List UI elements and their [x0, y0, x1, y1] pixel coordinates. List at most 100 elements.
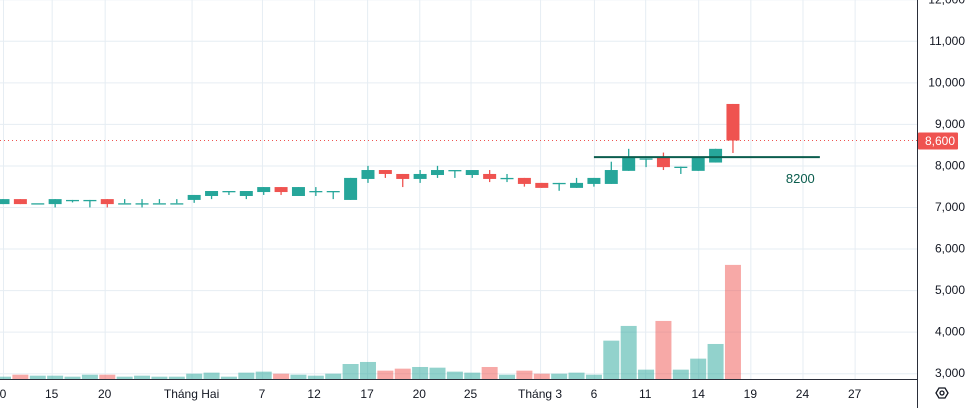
candle-body	[413, 173, 427, 179]
candle	[170, 199, 184, 205]
volume-bar	[273, 373, 290, 379]
price-tick-label: 10,000	[928, 75, 965, 89]
candle	[239, 191, 253, 200]
candle-body	[187, 194, 201, 200]
time-tick-label: 0	[0, 387, 7, 401]
candle	[361, 165, 375, 183]
time-tick-label: 6	[591, 387, 598, 401]
candle-body	[622, 157, 636, 171]
candle-body	[674, 166, 688, 168]
last-price-tag: 8,600	[918, 132, 958, 150]
candle	[483, 170, 497, 183]
candle-body	[309, 191, 323, 193]
candle-body	[66, 199, 80, 202]
candles	[0, 103, 740, 208]
volume-bar	[12, 374, 29, 379]
volume-bar	[464, 372, 481, 379]
candle	[656, 152, 670, 171]
time-tick-label: 15	[45, 387, 59, 401]
volume-bar	[603, 340, 620, 379]
candle	[13, 199, 27, 205]
volume-bar	[533, 373, 550, 379]
candle-body	[257, 187, 271, 193]
settings-icon[interactable]	[935, 387, 949, 399]
candle-body	[344, 177, 358, 200]
candle-body	[291, 187, 305, 196]
candle	[465, 170, 479, 178]
volume-bar	[186, 373, 203, 379]
candle	[66, 199, 80, 203]
volume-bar	[655, 320, 672, 379]
time-tick-label: 20	[413, 387, 427, 401]
volume-bar	[499, 374, 516, 379]
candle	[187, 194, 201, 203]
volume-bar	[394, 368, 411, 379]
volume-bar	[255, 371, 272, 379]
candle	[570, 177, 584, 188]
volume-bar	[429, 367, 446, 379]
volume-bar	[29, 375, 46, 379]
volume-bar	[412, 366, 429, 379]
candle-body	[517, 177, 531, 184]
candle	[604, 161, 618, 184]
candle	[135, 199, 149, 208]
candle-body	[100, 199, 114, 205]
volume-bar	[290, 374, 307, 379]
volume-bar	[672, 369, 689, 379]
last-price-tag-background	[918, 132, 958, 150]
price-tick-label: 5,000	[935, 283, 965, 297]
candle	[100, 199, 114, 208]
volume-bar	[707, 343, 724, 379]
candle-body	[431, 170, 444, 176]
volume-bar	[690, 358, 707, 379]
candle	[344, 177, 358, 200]
candle-body	[361, 170, 375, 179]
candle	[448, 170, 462, 178]
time-tick-label: 11	[639, 387, 652, 401]
candle-body	[326, 191, 340, 193]
volume-bar	[134, 375, 151, 379]
time-tick-label: 19	[744, 387, 758, 401]
volume-bar	[64, 376, 81, 379]
candle	[622, 148, 636, 171]
candle-body	[170, 203, 184, 205]
volume-bar	[568, 372, 585, 379]
grid	[0, 0, 917, 379]
candle	[413, 170, 427, 183]
candle	[257, 187, 271, 195]
candle	[222, 191, 236, 195]
candle-body	[587, 177, 601, 184]
candle-body	[152, 203, 166, 205]
candle-body	[0, 199, 10, 205]
candle	[587, 177, 601, 187]
candle	[83, 199, 97, 208]
candle-body	[570, 182, 584, 188]
candle-body	[48, 199, 62, 205]
volume-bar	[446, 371, 463, 379]
price-tick-label: 8,000	[935, 158, 965, 172]
time-tick-label: Tháng Hai	[164, 387, 219, 401]
time-axis-labels: 0 15 20 Tháng Hai 7 12 17 20 25 Tháng 3 6 11 14 19 24 2…	[0, 387, 862, 401]
candle-body	[239, 191, 253, 196]
candle	[152, 199, 166, 205]
candle	[674, 166, 688, 174]
volume-bar	[724, 264, 741, 379]
candle-body	[639, 158, 653, 160]
candle-body	[656, 157, 670, 168]
time-tick-label: 27	[848, 387, 862, 401]
candle-body	[500, 177, 514, 180]
volume-bar	[377, 370, 394, 379]
time-tick-label: 7	[259, 387, 266, 401]
candle-body	[83, 199, 97, 202]
candle	[309, 187, 323, 196]
price-axis[interactable]	[917, 0, 971, 408]
time-axis[interactable]	[0, 379, 917, 408]
last-price-label: 8,600	[925, 134, 955, 148]
price-tick-label: 12,000	[928, 0, 965, 6]
candle-body	[604, 170, 618, 184]
price-tick-label: 4,000	[935, 325, 965, 339]
candle	[709, 148, 723, 163]
volume-bar	[342, 364, 359, 379]
volume-bar	[0, 376, 11, 379]
